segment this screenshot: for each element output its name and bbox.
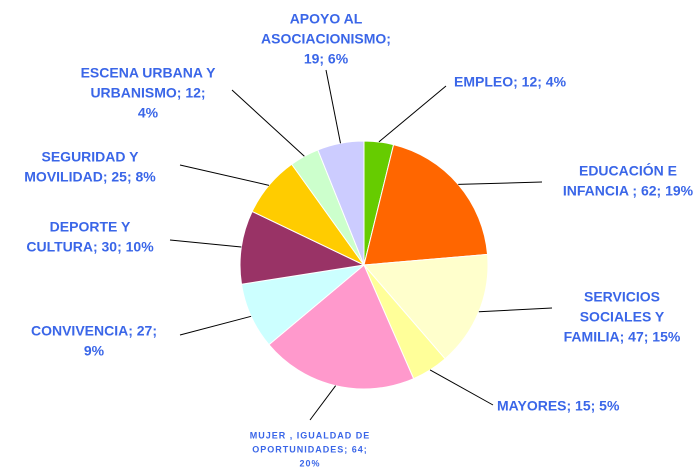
data-label: APOYO AL — [290, 11, 363, 27]
leader-line — [179, 164, 270, 186]
leader-line — [309, 385, 337, 421]
data-label: 20% — [299, 458, 320, 468]
data-label: FAMILIA; 47; 15% — [564, 329, 681, 345]
pie-slice — [239, 210, 366, 285]
data-label: EMPLEO; 12; 4% — [454, 74, 567, 90]
leader-line — [429, 369, 494, 406]
data-label: DEPORTE Y — [50, 219, 131, 235]
leader-line — [179, 315, 252, 336]
leader-line — [478, 307, 553, 313]
data-label: MOVILIDAD; 25; 8% — [24, 169, 156, 185]
pie-slice — [362, 253, 489, 360]
data-label: OPORTUNIDADES; 64; — [252, 444, 368, 454]
data-label: SERVICIOS — [584, 289, 660, 305]
leader-line — [458, 181, 543, 185]
data-label: URBANISMO; 12; — [90, 85, 205, 101]
data-label: MAYORES; 15; 5% — [497, 398, 620, 414]
data-label: INFANCIA ; 62; 19% — [563, 183, 694, 199]
leader-line — [378, 85, 447, 143]
data-label: MUJER , IGUALDAD DE — [250, 430, 371, 440]
data-label: ESCENA URBANA Y — [81, 65, 216, 81]
pie-slice — [363, 143, 489, 266]
data-label: 19; 6% — [304, 51, 349, 67]
data-label: 4% — [138, 105, 159, 121]
data-label: CULTURA; 30; 10% — [26, 239, 154, 255]
data-label: SEGURIDAD Y — [42, 149, 140, 165]
leader-line — [325, 69, 341, 144]
data-label: EDUCACIÓN E — [579, 162, 677, 179]
data-label: ASOCIACIONISMO; — [261, 31, 391, 47]
data-label: CONVIVENCIA; 27; — [31, 323, 157, 339]
data-label: SOCIALES Y — [580, 309, 665, 325]
leader-line — [169, 239, 242, 248]
data-label: 9% — [84, 343, 105, 359]
leader-line — [231, 89, 305, 157]
